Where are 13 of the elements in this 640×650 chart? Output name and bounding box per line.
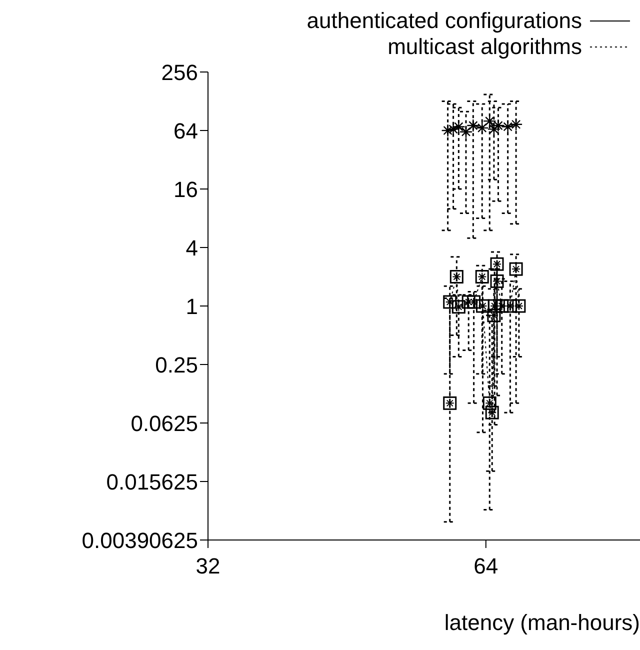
legend-label: multicast algorithms [388, 34, 582, 60]
x-tick-label: 32 [196, 554, 220, 579]
y-tick-label: 0.0625 [130, 410, 198, 436]
y-tick-label: 1 [186, 294, 198, 319]
y-tick-label: 0.00390625 [82, 528, 198, 553]
legend-label: authenticated configurations [306, 8, 582, 34]
y-tick-label: 4 [186, 235, 198, 260]
y-tick-label: 0.25 [155, 352, 198, 378]
y-tick-label: 16 [174, 176, 198, 202]
x-axis-title: latency (man-hours) [444, 610, 640, 635]
y-tick-label: 64 [174, 118, 198, 144]
y-tick-label: 256 [161, 60, 198, 85]
y-tick-label: 0.015625 [106, 469, 198, 494]
